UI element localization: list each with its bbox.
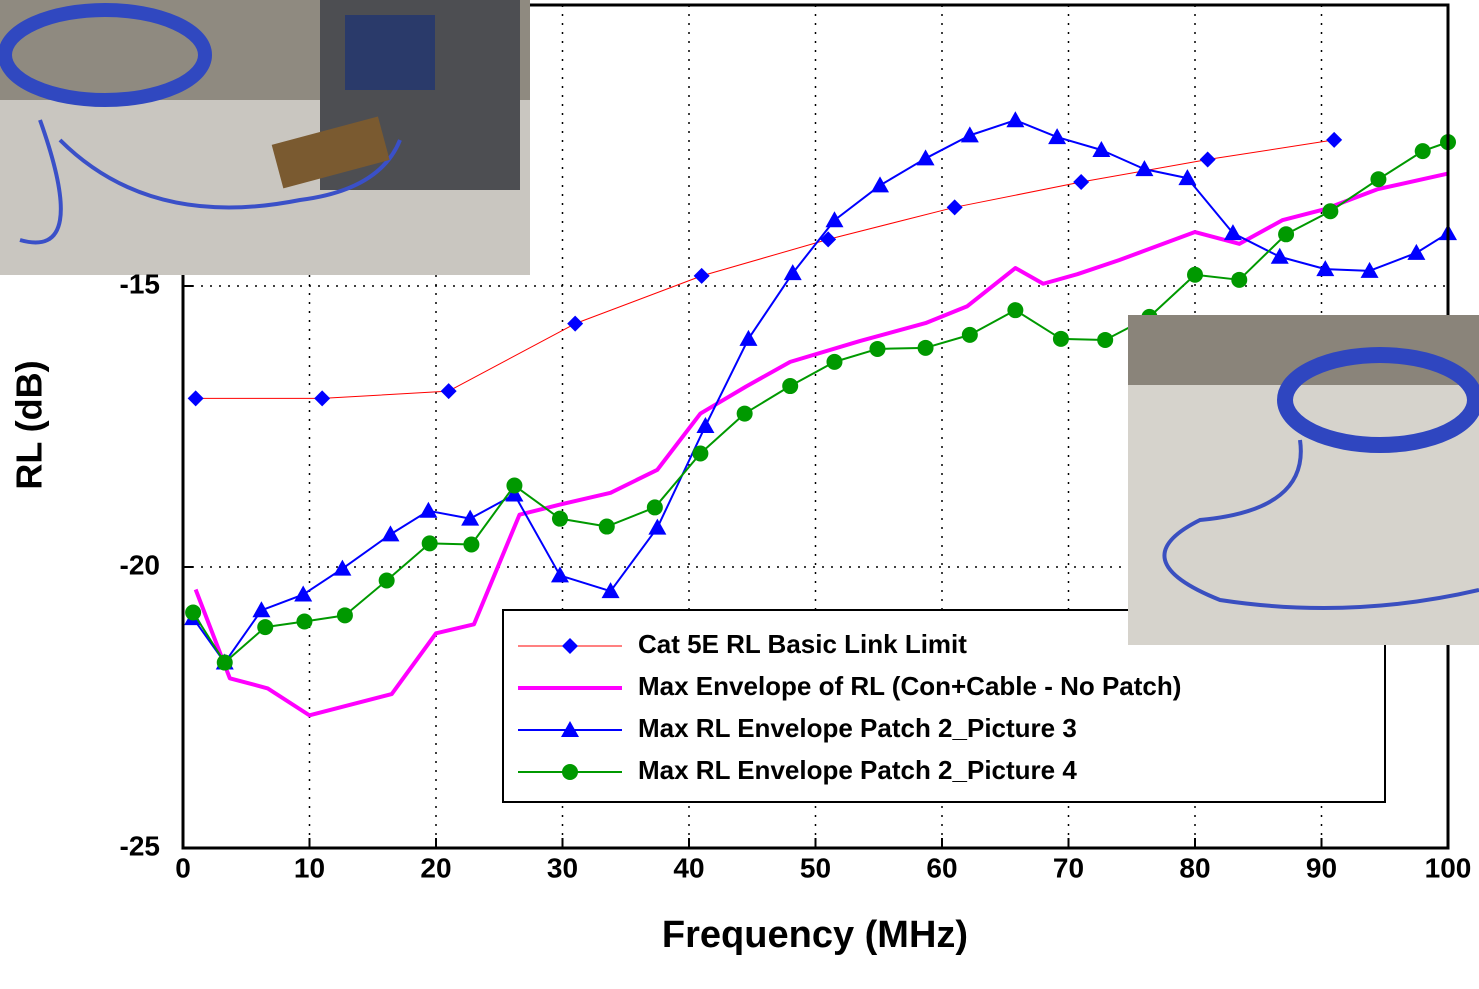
y-axis-label: RL (dB): [9, 360, 50, 489]
legend-label: Max RL Envelope Patch 2_Picture 3: [638, 713, 1077, 743]
y-tick-label: -15: [120, 268, 160, 299]
marker: [1326, 131, 1343, 148]
marker: [187, 390, 204, 407]
x-tick-label: 100: [1425, 852, 1472, 883]
marker: [1135, 160, 1154, 177]
photo-cable: [19, 119, 402, 245]
marker: [646, 499, 663, 516]
marker: [736, 405, 753, 422]
marker: [1316, 260, 1335, 277]
legend-label: Cat 5E RL Basic Link Limit: [638, 629, 967, 659]
photo-board: [271, 116, 390, 189]
photo-screen: [345, 15, 435, 90]
y-tick-label: -20: [120, 549, 160, 580]
marker: [314, 390, 331, 407]
x-tick-label: 50: [800, 852, 831, 883]
marker: [783, 264, 802, 281]
marker: [692, 445, 709, 462]
marker: [421, 535, 438, 552]
y-tick-label: -25: [120, 830, 160, 861]
x-tick-label: 0: [175, 852, 191, 883]
marker: [601, 582, 620, 599]
marker: [946, 199, 963, 216]
marker: [1052, 330, 1069, 347]
marker: [561, 721, 579, 737]
marker: [562, 764, 578, 780]
x-tick-label: 10: [294, 852, 325, 883]
legend-label: Max Envelope of RL (Con+Cable - No Patch…: [638, 671, 1181, 701]
marker: [782, 378, 799, 395]
marker: [336, 607, 353, 624]
marker: [419, 501, 438, 518]
marker: [1278, 226, 1295, 243]
marker: [820, 231, 837, 248]
marker: [871, 176, 890, 193]
marker: [1092, 140, 1111, 157]
marker: [1199, 151, 1216, 168]
marker: [216, 654, 233, 671]
marker: [696, 416, 715, 433]
marker: [869, 340, 886, 357]
marker: [917, 339, 934, 356]
x-axis-label: Frequency (MHz): [662, 914, 968, 956]
marker: [463, 536, 480, 553]
marker: [185, 604, 202, 621]
marker: [333, 559, 352, 576]
legend: Cat 5E RL Basic Link Limit Max Envelope o…: [502, 609, 1386, 803]
marker: [1187, 266, 1203, 283]
marker: [550, 566, 569, 583]
marker: [440, 383, 457, 400]
marker: [257, 619, 274, 636]
marker: [252, 601, 271, 618]
marker: [1270, 247, 1289, 264]
marker: [1407, 243, 1426, 260]
marker: [825, 211, 844, 228]
x-tick-label: 70: [1053, 852, 1084, 883]
marker: [739, 329, 758, 346]
series-line: [192, 141, 1449, 664]
x-tick-label: 20: [420, 852, 451, 883]
marker: [296, 613, 313, 630]
marker: [294, 585, 313, 602]
marker: [693, 267, 710, 284]
marker: [598, 518, 615, 535]
photo-cable: [1162, 439, 1479, 610]
marker: [567, 315, 584, 332]
marker: [916, 149, 935, 166]
marker: [1006, 111, 1025, 128]
photo-left: [0, 0, 530, 275]
x-tick-label: 60: [926, 852, 957, 883]
marker: [960, 126, 979, 143]
marker: [1073, 174, 1090, 191]
marker: [826, 353, 843, 370]
marker: [1097, 331, 1114, 348]
marker: [381, 525, 400, 542]
x-tick-label: 30: [547, 852, 578, 883]
x-tick-label: 90: [1306, 852, 1337, 883]
x-tick-label: 40: [673, 852, 704, 883]
marker: [648, 518, 667, 535]
marker: [1414, 143, 1431, 160]
legend-label: Max RL Envelope Patch 2_Picture 4: [638, 755, 1077, 785]
marker: [961, 326, 978, 343]
photo-cable-coil: [0, 3, 212, 107]
marker: [506, 477, 523, 494]
photo-cable-coil: [1277, 347, 1479, 453]
marker: [1178, 169, 1197, 186]
marker: [1360, 261, 1379, 278]
marker: [562, 638, 578, 654]
marker: [1007, 302, 1024, 319]
x-tick-label: 80: [1179, 852, 1210, 883]
photo-right: [1128, 315, 1479, 645]
marker: [378, 572, 395, 589]
marker: [1048, 128, 1067, 145]
marker: [461, 509, 480, 526]
marker: [1223, 224, 1242, 241]
marker: [1231, 271, 1248, 288]
marker: [1322, 203, 1339, 220]
marker: [1370, 171, 1387, 188]
marker: [551, 510, 568, 527]
